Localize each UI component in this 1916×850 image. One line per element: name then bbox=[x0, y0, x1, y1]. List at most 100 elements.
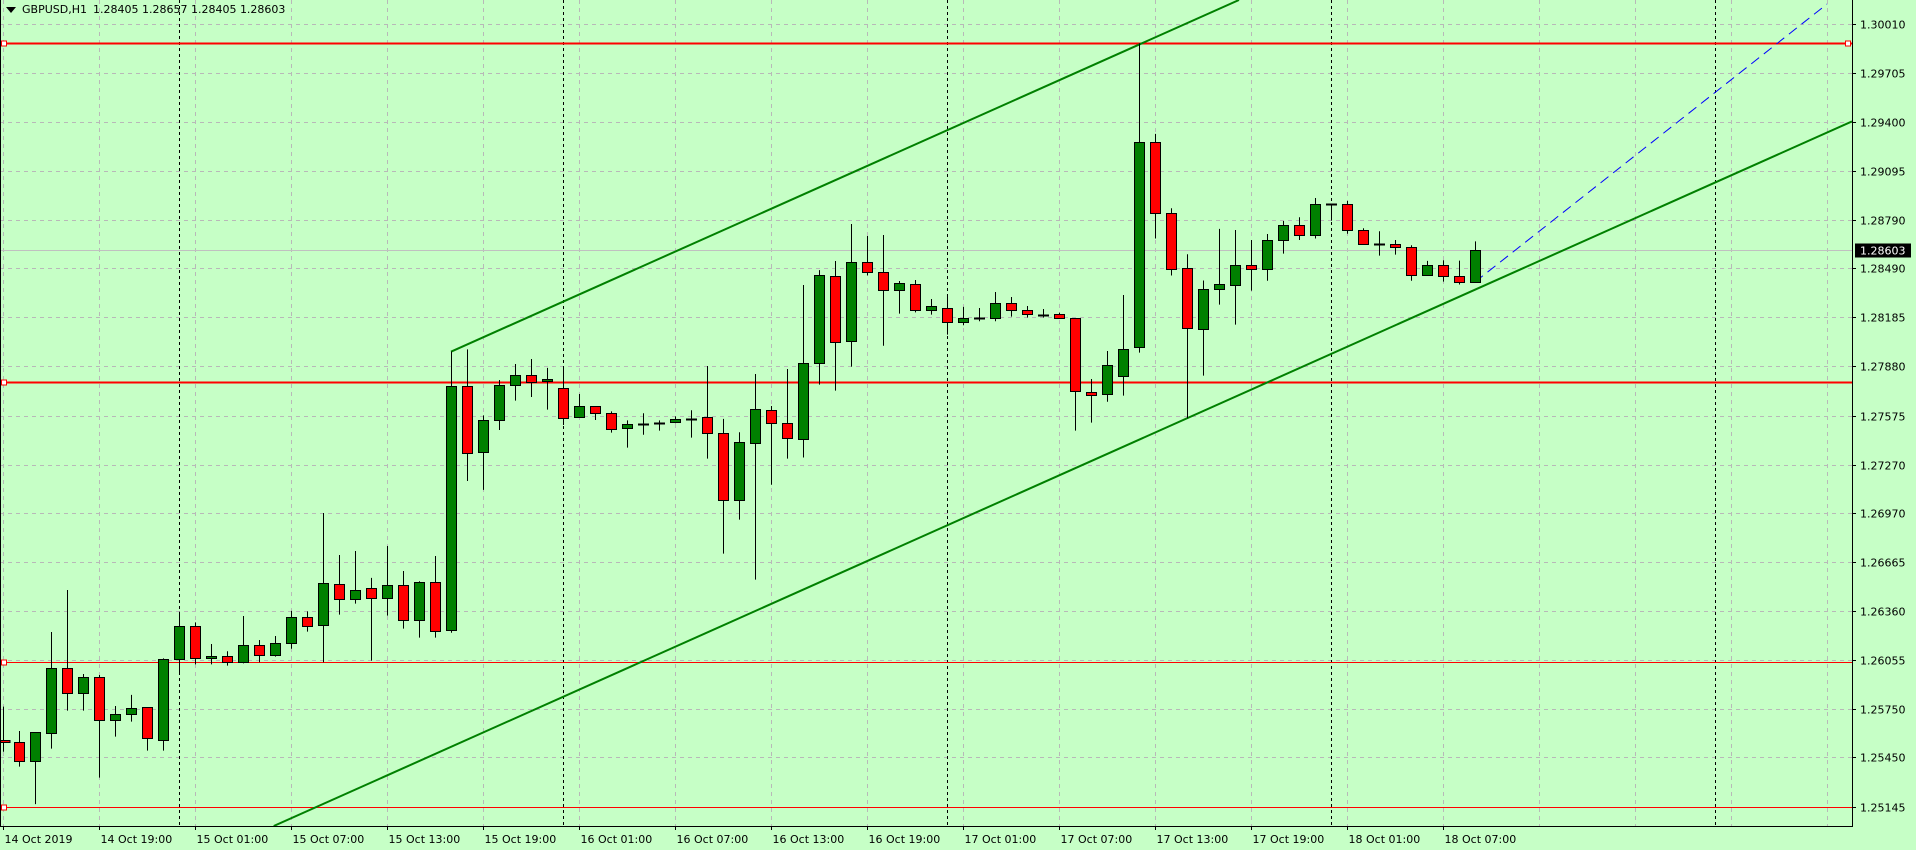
candle-body-bull bbox=[382, 585, 393, 599]
price-axis-label: 1.29705 bbox=[1860, 68, 1906, 81]
candle bbox=[894, 281, 905, 314]
candle-body-bull bbox=[494, 385, 505, 421]
candle bbox=[78, 673, 89, 711]
candle-body-bear bbox=[254, 645, 265, 656]
trend-line[interactable] bbox=[450, 0, 1240, 353]
candle bbox=[1326, 203, 1337, 221]
candle bbox=[238, 616, 249, 664]
current-price-badge bbox=[1855, 243, 1911, 258]
time-axis-label: 18 Oct 07:00 bbox=[1445, 833, 1517, 846]
candle bbox=[1310, 197, 1321, 239]
candle bbox=[1118, 295, 1129, 396]
candle-body-bear bbox=[462, 386, 473, 454]
candle-body-bull bbox=[1214, 284, 1225, 290]
candle-body-bear bbox=[1150, 142, 1161, 214]
candle-body-bear bbox=[830, 276, 841, 343]
candle-body-bull bbox=[318, 583, 329, 626]
level-handle[interactable] bbox=[1, 804, 7, 811]
price-axis-label: 1.27575 bbox=[1860, 411, 1906, 424]
time-axis-label: 17 Oct 07:00 bbox=[1061, 833, 1133, 846]
candle-body-bear bbox=[190, 626, 201, 659]
candle-body-bull bbox=[238, 645, 249, 663]
trend-line[interactable] bbox=[273, 120, 1852, 826]
candle bbox=[862, 235, 873, 276]
candle bbox=[1214, 228, 1225, 305]
price-axis-label: 1.28490 bbox=[1860, 263, 1906, 276]
candle bbox=[1182, 254, 1193, 419]
candle bbox=[398, 570, 409, 629]
candle bbox=[222, 651, 233, 666]
time-axis-label: 18 Oct 01:00 bbox=[1349, 833, 1421, 846]
candle-body-bull bbox=[750, 409, 761, 444]
candle-body-bear bbox=[1438, 265, 1449, 277]
candle-body-bear bbox=[1070, 318, 1081, 392]
time-axis-label: 16 Oct 19:00 bbox=[869, 833, 941, 846]
chart-header: GBPUSD,H1 1.28405 1.28657 1.28405 1.2860… bbox=[6, 3, 285, 16]
candle-body-bear bbox=[1342, 204, 1353, 231]
candle bbox=[1086, 379, 1097, 423]
candle-body-bull bbox=[1262, 240, 1273, 270]
dropdown-triangle-icon[interactable] bbox=[6, 6, 16, 13]
candle bbox=[654, 420, 665, 431]
candle bbox=[142, 707, 153, 751]
candle-body-bear bbox=[222, 656, 233, 663]
candle bbox=[526, 359, 537, 398]
price-axis-label: 1.27270 bbox=[1860, 460, 1906, 473]
projection-line[interactable] bbox=[1474, 3, 1828, 283]
candle-body-bear bbox=[1454, 276, 1465, 283]
candle bbox=[606, 411, 617, 433]
candle-body-bull bbox=[110, 714, 121, 721]
candle bbox=[1438, 260, 1449, 282]
candle bbox=[1358, 228, 1369, 245]
candle bbox=[926, 299, 937, 315]
candle bbox=[558, 367, 569, 426]
candle bbox=[1038, 309, 1049, 318]
candle-body-bear bbox=[782, 423, 793, 439]
candle-body-bear bbox=[1166, 213, 1177, 270]
candle bbox=[350, 551, 361, 604]
candle bbox=[782, 369, 793, 459]
level-handle[interactable] bbox=[1, 40, 7, 47]
candle bbox=[366, 577, 377, 661]
candle bbox=[110, 706, 121, 737]
candle-body-bull bbox=[174, 626, 185, 660]
price-axis-label: 1.29400 bbox=[1860, 117, 1906, 130]
price-axis-label: 1.28790 bbox=[1860, 215, 1906, 228]
candle bbox=[1070, 318, 1081, 431]
candle bbox=[990, 291, 1001, 322]
candle bbox=[334, 555, 345, 615]
time-axis-label: 17 Oct 19:00 bbox=[1253, 833, 1325, 846]
candle-body-bull bbox=[1470, 250, 1481, 283]
candle-body-bear bbox=[334, 584, 345, 600]
candle-body-bull bbox=[286, 617, 297, 644]
candle bbox=[670, 416, 681, 424]
candle-body-bull bbox=[1422, 265, 1433, 276]
candle bbox=[1246, 239, 1257, 291]
candle-body-bear bbox=[910, 284, 921, 311]
candle bbox=[174, 611, 185, 674]
candle-body-bull bbox=[670, 419, 681, 423]
candle-body-bull bbox=[542, 379, 553, 382]
time-axis-label: 16 Oct 01:00 bbox=[581, 833, 653, 846]
candle-body-bull bbox=[990, 303, 1001, 319]
candle-body-bull bbox=[158, 659, 169, 741]
candle bbox=[814, 270, 825, 385]
candle bbox=[1374, 231, 1385, 256]
candle bbox=[30, 732, 41, 805]
candle bbox=[750, 374, 761, 580]
candle-body-bull bbox=[894, 283, 905, 291]
candle bbox=[766, 406, 777, 485]
level-handle[interactable] bbox=[1, 659, 7, 666]
price-axis-label: 1.27880 bbox=[1860, 361, 1906, 374]
time-axis-label: 17 Oct 01:00 bbox=[965, 833, 1037, 846]
level-handle[interactable] bbox=[1845, 40, 1851, 47]
candle bbox=[910, 280, 921, 313]
candle-body-bear bbox=[94, 677, 105, 721]
candle bbox=[718, 418, 729, 554]
candle bbox=[830, 261, 841, 391]
time-axis-label: 16 Oct 13:00 bbox=[773, 833, 845, 846]
candle-body-bear bbox=[1054, 314, 1065, 319]
level-handle[interactable] bbox=[1, 379, 7, 386]
